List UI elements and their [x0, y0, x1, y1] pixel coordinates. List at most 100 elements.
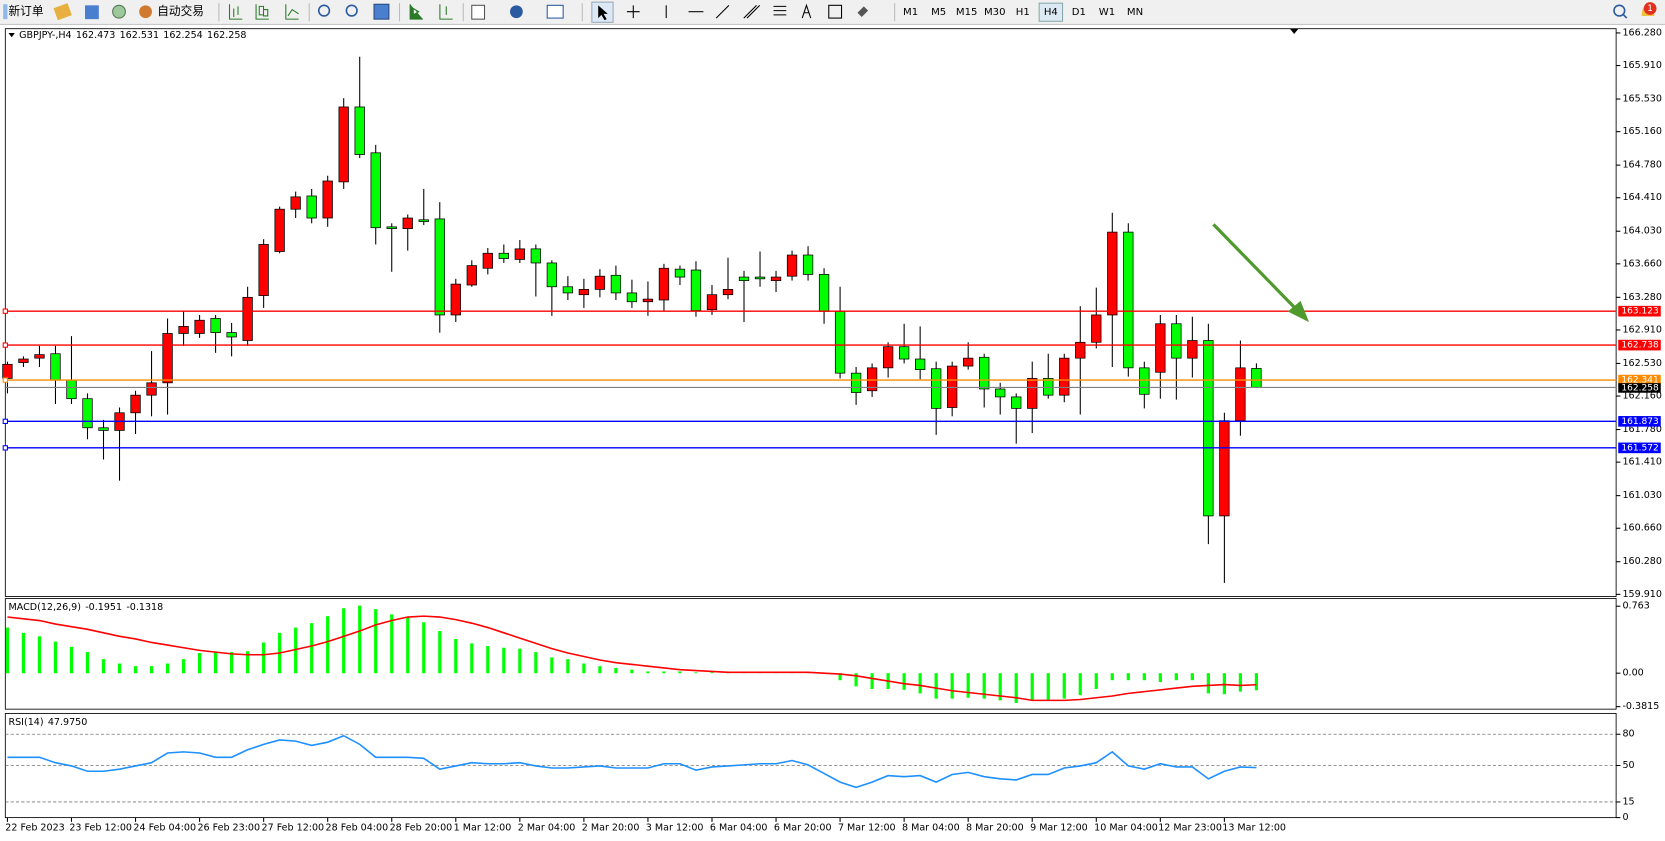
icon[interactable] [85, 5, 99, 20]
icon[interactable] [53, 3, 72, 21]
y-tick-label: 161.410 [1622, 457, 1661, 468]
macd-bar [1126, 673, 1130, 681]
macd-bar [1190, 673, 1194, 681]
x-tick-label: 23 Feb 12:00 [69, 823, 132, 834]
fibo-tool[interactable] [773, 5, 787, 16]
candle-body [146, 382, 157, 396]
candle-body [834, 311, 846, 374]
trendline-tool[interactable] [715, 4, 730, 19]
icon[interactable] [439, 4, 453, 20]
shapes-tool[interactable] [857, 6, 869, 18]
candle-body [98, 427, 109, 431]
channel-tool[interactable] [743, 4, 761, 19]
ohlc-high: 162.531 [120, 30, 159, 41]
macd-bar [598, 666, 602, 674]
icon[interactable] [228, 4, 243, 20]
macd-bar [1110, 673, 1114, 681]
y-tick-label: 164.410 [1622, 192, 1661, 203]
candle-body [578, 289, 590, 296]
candle-body [642, 298, 654, 303]
timeframe-button[interactable]: W1 [1099, 7, 1115, 18]
macd-bar [1142, 673, 1146, 681]
icon[interactable] [112, 4, 126, 19]
candle-body [722, 289, 734, 296]
macd-bar [1030, 673, 1034, 701]
x-tick-label: 1 Mar 12:00 [454, 823, 512, 834]
search[interactable] [1613, 4, 1626, 17]
candle-body [370, 152, 381, 229]
icon [3, 4, 8, 20]
candle-body [979, 356, 990, 390]
chart-window [0, 25, 1665, 841]
candle-body [274, 208, 285, 252]
timeframe-active[interactable] [1038, 2, 1064, 22]
y-tick-label: 162.530 [1622, 358, 1661, 369]
y-tick-label: 165.530 [1622, 94, 1661, 105]
macd-bar [1222, 673, 1226, 695]
label-tool[interactable] [828, 4, 843, 19]
shift-marker[interactable] [1289, 28, 1299, 35]
macd-bar [438, 631, 442, 674]
macd-bar [1062, 673, 1066, 699]
tile-windows[interactable] [373, 3, 390, 20]
candle-body [1139, 367, 1150, 395]
icon[interactable] [409, 4, 423, 20]
x-tick-label: 6 Mar 04:00 [710, 823, 768, 834]
indicator-title: MACD(12,26,9) [9, 602, 81, 613]
periods[interactable] [510, 5, 523, 19]
y-tick-label: 15 [1622, 796, 1634, 807]
candle-body [963, 357, 974, 367]
timeframe-button[interactable]: H4 [1044, 7, 1058, 18]
macd-bar [85, 652, 90, 674]
macd-bar [470, 643, 474, 674]
candle-body [482, 252, 493, 269]
y-tick-label: -0.3815 [1622, 701, 1659, 712]
macd-bar [694, 672, 698, 674]
candle-body [418, 219, 429, 222]
zoom-out[interactable] [345, 4, 358, 17]
candle-body [882, 346, 894, 369]
candle-body [898, 346, 910, 360]
icon[interactable] [255, 4, 269, 20]
candle-body [1155, 323, 1166, 373]
macd-bar [902, 673, 906, 690]
symbol-menu[interactable] [8, 32, 15, 38]
level-tag-label: 163.123 [1621, 307, 1659, 317]
candle-body [1219, 420, 1230, 517]
indicators[interactable] [471, 4, 486, 20]
panel-frame [4, 598, 1617, 710]
y-tick-label: 164.030 [1622, 226, 1661, 237]
x-tick-label: 3 Mar 12:00 [646, 823, 704, 834]
timeframe-button[interactable]: M5 [931, 7, 946, 18]
new-order-button[interactable]: 新订单 [3, 4, 44, 20]
timeframe-button[interactable]: M30 [984, 7, 1006, 18]
crosshair[interactable] [626, 5, 640, 19]
macd-bar [310, 623, 314, 674]
macd-bar [950, 673, 954, 699]
notifications-count: 1 [1647, 4, 1652, 14]
candle-body [434, 218, 445, 316]
timeframe-button[interactable]: M15 [956, 7, 978, 18]
candle-body [754, 276, 766, 280]
icon[interactable] [285, 4, 299, 20]
timeframe-button[interactable]: M1 [903, 7, 918, 18]
level-tag-label: 161.873 [1621, 417, 1659, 427]
timeframe-button[interactable]: H1 [1016, 7, 1030, 18]
x-tick-label: 26 Feb 23:00 [197, 823, 260, 834]
macd-bar [502, 647, 506, 674]
x-tick-label: 6 Mar 20:00 [774, 823, 832, 834]
auto-trading-button[interactable]: 自动交易 [139, 4, 204, 18]
timeframe-button[interactable]: MN [1127, 7, 1143, 18]
level-anchor [2, 308, 8, 314]
macd-bar [374, 609, 378, 674]
macd-bar [342, 608, 346, 674]
candle-body [50, 353, 61, 381]
macd-bar [1254, 673, 1259, 691]
timeframe-button[interactable]: D1 [1072, 7, 1086, 18]
current-price-label: 162.258 [1621, 383, 1659, 393]
templates[interactable] [546, 4, 564, 19]
zoom-in[interactable] [317, 4, 331, 17]
text-tool[interactable] [801, 3, 812, 19]
x-tick-label: 9 Mar 12:00 [1030, 823, 1088, 834]
level-tag [1618, 374, 1661, 386]
